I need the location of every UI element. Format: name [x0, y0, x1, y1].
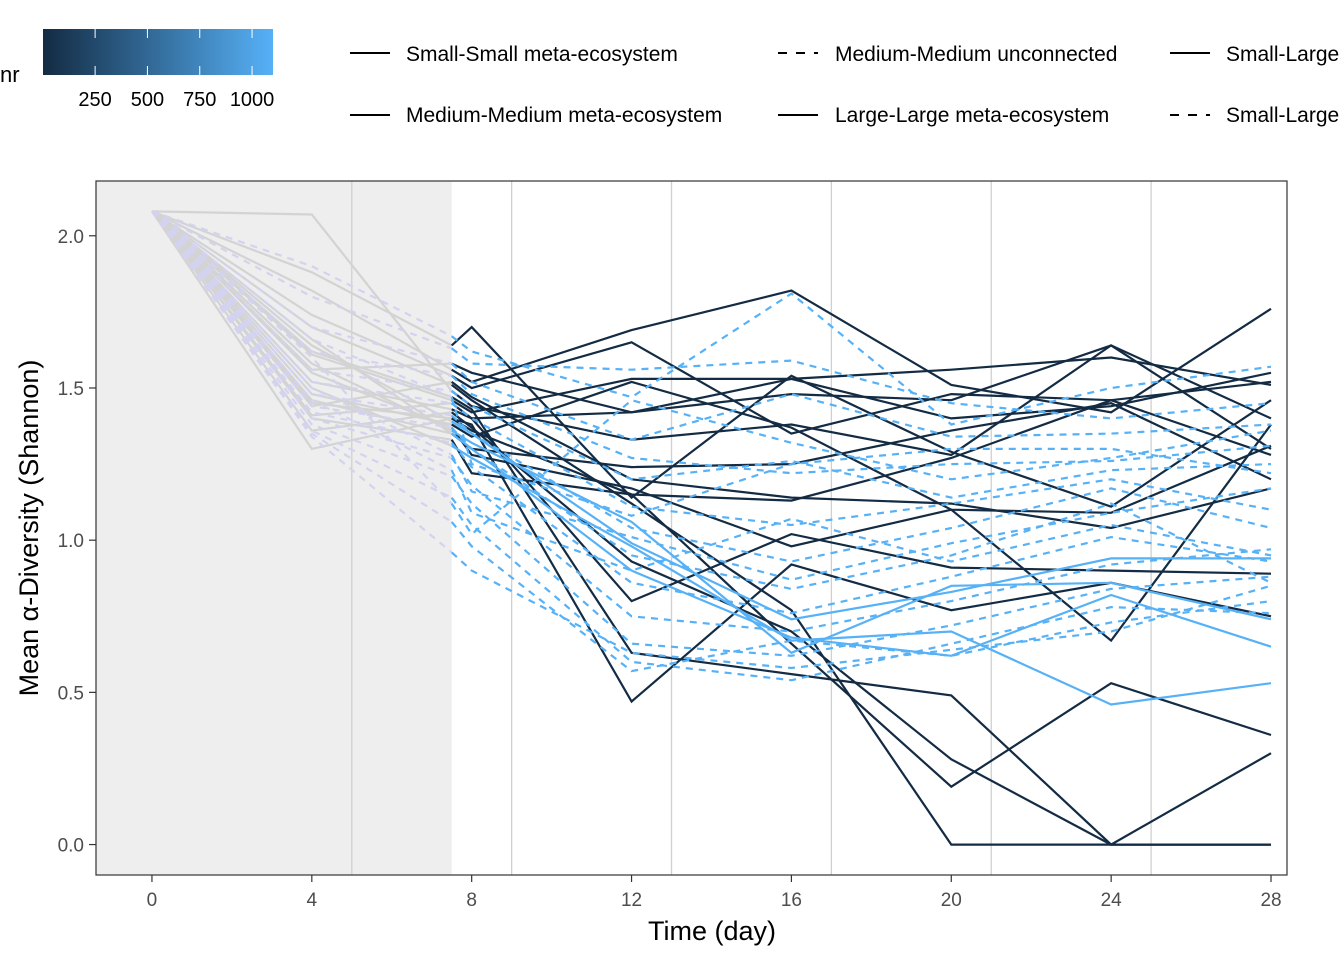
y-tick-label: 1.5	[58, 379, 84, 400]
series-38-pre-line	[151, 210, 453, 456]
series-13-pre-line	[151, 210, 452, 432]
series-37-pre-line	[151, 210, 453, 399]
series-18-line	[451, 429, 1272, 655]
disturbance-lines	[351, 181, 1152, 875]
x-axis-title: Time (day)	[648, 916, 776, 946]
colorbar-tick-label: 1000	[230, 89, 275, 111]
y-tick-label: 2.0	[58, 227, 84, 248]
colorbar-gradient	[43, 29, 273, 75]
series-15-line	[451, 417, 1272, 789]
series-29-line	[450, 426, 1272, 591]
panel-border	[95, 180, 1288, 876]
x-tick-label: 20	[941, 890, 962, 911]
series-25-pre-line	[151, 210, 452, 377]
colorbar-tick-label: 250	[78, 89, 111, 111]
y-axis-title: Mean α-Diversity (Shannon)	[14, 360, 44, 697]
series-5-pre-line	[151, 210, 453, 347]
y-tick-label: 1.0	[58, 531, 84, 552]
series-layer	[151, 210, 1272, 846]
x-tick-label: 0	[147, 890, 158, 911]
series-0-pre-line	[151, 210, 453, 371]
series-19-line	[451, 444, 1272, 706]
legend-label-3: Medium-Medium meta-ecosystem	[406, 104, 722, 127]
series-39-pre-line	[151, 210, 453, 472]
series-18-pre-line	[151, 210, 453, 432]
series-28-pre-line	[151, 210, 452, 417]
series-30-line	[450, 442, 1272, 615]
series-32-line	[450, 475, 1272, 657]
y-tick-label: 0.0	[58, 836, 84, 857]
colorbar-title: nr	[0, 62, 20, 87]
pre-disturbance-shade	[96, 181, 452, 875]
legend-label-5: Small-Large	[1226, 104, 1339, 127]
series-27-pre-line	[151, 210, 452, 405]
series-27-line	[451, 402, 1272, 527]
series-22-line	[451, 292, 1272, 426]
series-28-line	[450, 414, 1272, 563]
series-1-pre-line	[151, 210, 453, 377]
series-32-pre-line	[151, 210, 453, 478]
series-9-line	[451, 344, 1272, 457]
colorbar-legend: nr 250 500 750 1000	[0, 29, 274, 111]
x-tick-label: 16	[781, 890, 802, 911]
plot-panel	[96, 181, 1272, 875]
series-33-line	[450, 496, 1272, 682]
series-26-pre-line	[151, 210, 452, 393]
series-3-pre-line	[151, 210, 452, 411]
x-tick-label: 28	[1260, 890, 1281, 911]
linetype-legend: Small-Small meta-ecosystem Medium-Medium…	[350, 43, 1339, 127]
colorbar-ticks: 250 500 750 1000	[78, 29, 274, 111]
series-31-pre-line	[151, 210, 452, 460]
series-9-pre-line	[151, 210, 453, 392]
x-tick-label: 24	[1101, 890, 1123, 911]
legend-label-0: Small-Small meta-ecosystem	[406, 43, 678, 66]
legend-label-4: Large-Large meta-ecosystem	[835, 104, 1109, 127]
series-10-line	[451, 402, 1272, 603]
series-37-line	[450, 396, 1272, 517]
x-tick-label: 8	[466, 890, 477, 911]
series-34-line	[450, 521, 1272, 673]
series-14-line	[451, 384, 1271, 846]
series-22-pre-line	[151, 210, 453, 338]
series-35-pre-line	[151, 210, 453, 554]
colorbar-tick-label: 750	[183, 89, 216, 111]
series-17-line	[450, 399, 1272, 502]
series-8-line	[451, 381, 1272, 530]
x-axis: 0 4 8 12 16 20 24 28	[147, 875, 1282, 911]
series-6-line	[451, 380, 1272, 514]
series-24-pre-line	[151, 210, 452, 365]
series-25-line	[450, 374, 1272, 475]
series-11-pre-line	[151, 210, 452, 451]
y-tick-label: 0.5	[58, 683, 84, 704]
series-24-line	[450, 362, 1272, 441]
series-35-line	[450, 551, 1272, 670]
series-38-line	[450, 454, 1272, 581]
series-5-line	[450, 325, 1272, 508]
legend-label-2: Small-Large	[1226, 43, 1339, 66]
legend-label-1: Medium-Medium unconnected	[835, 43, 1117, 66]
x-tick-label: 12	[621, 890, 642, 911]
series-29-pre-line	[151, 210, 452, 429]
y-axis: 0.0 0.5 1.0 1.5 2.0	[58, 227, 96, 857]
series-36-pre-line	[151, 210, 453, 505]
x-tick-label: 4	[307, 890, 318, 911]
colorbar-tick-label: 500	[131, 89, 164, 111]
series-16-line	[450, 423, 1272, 643]
